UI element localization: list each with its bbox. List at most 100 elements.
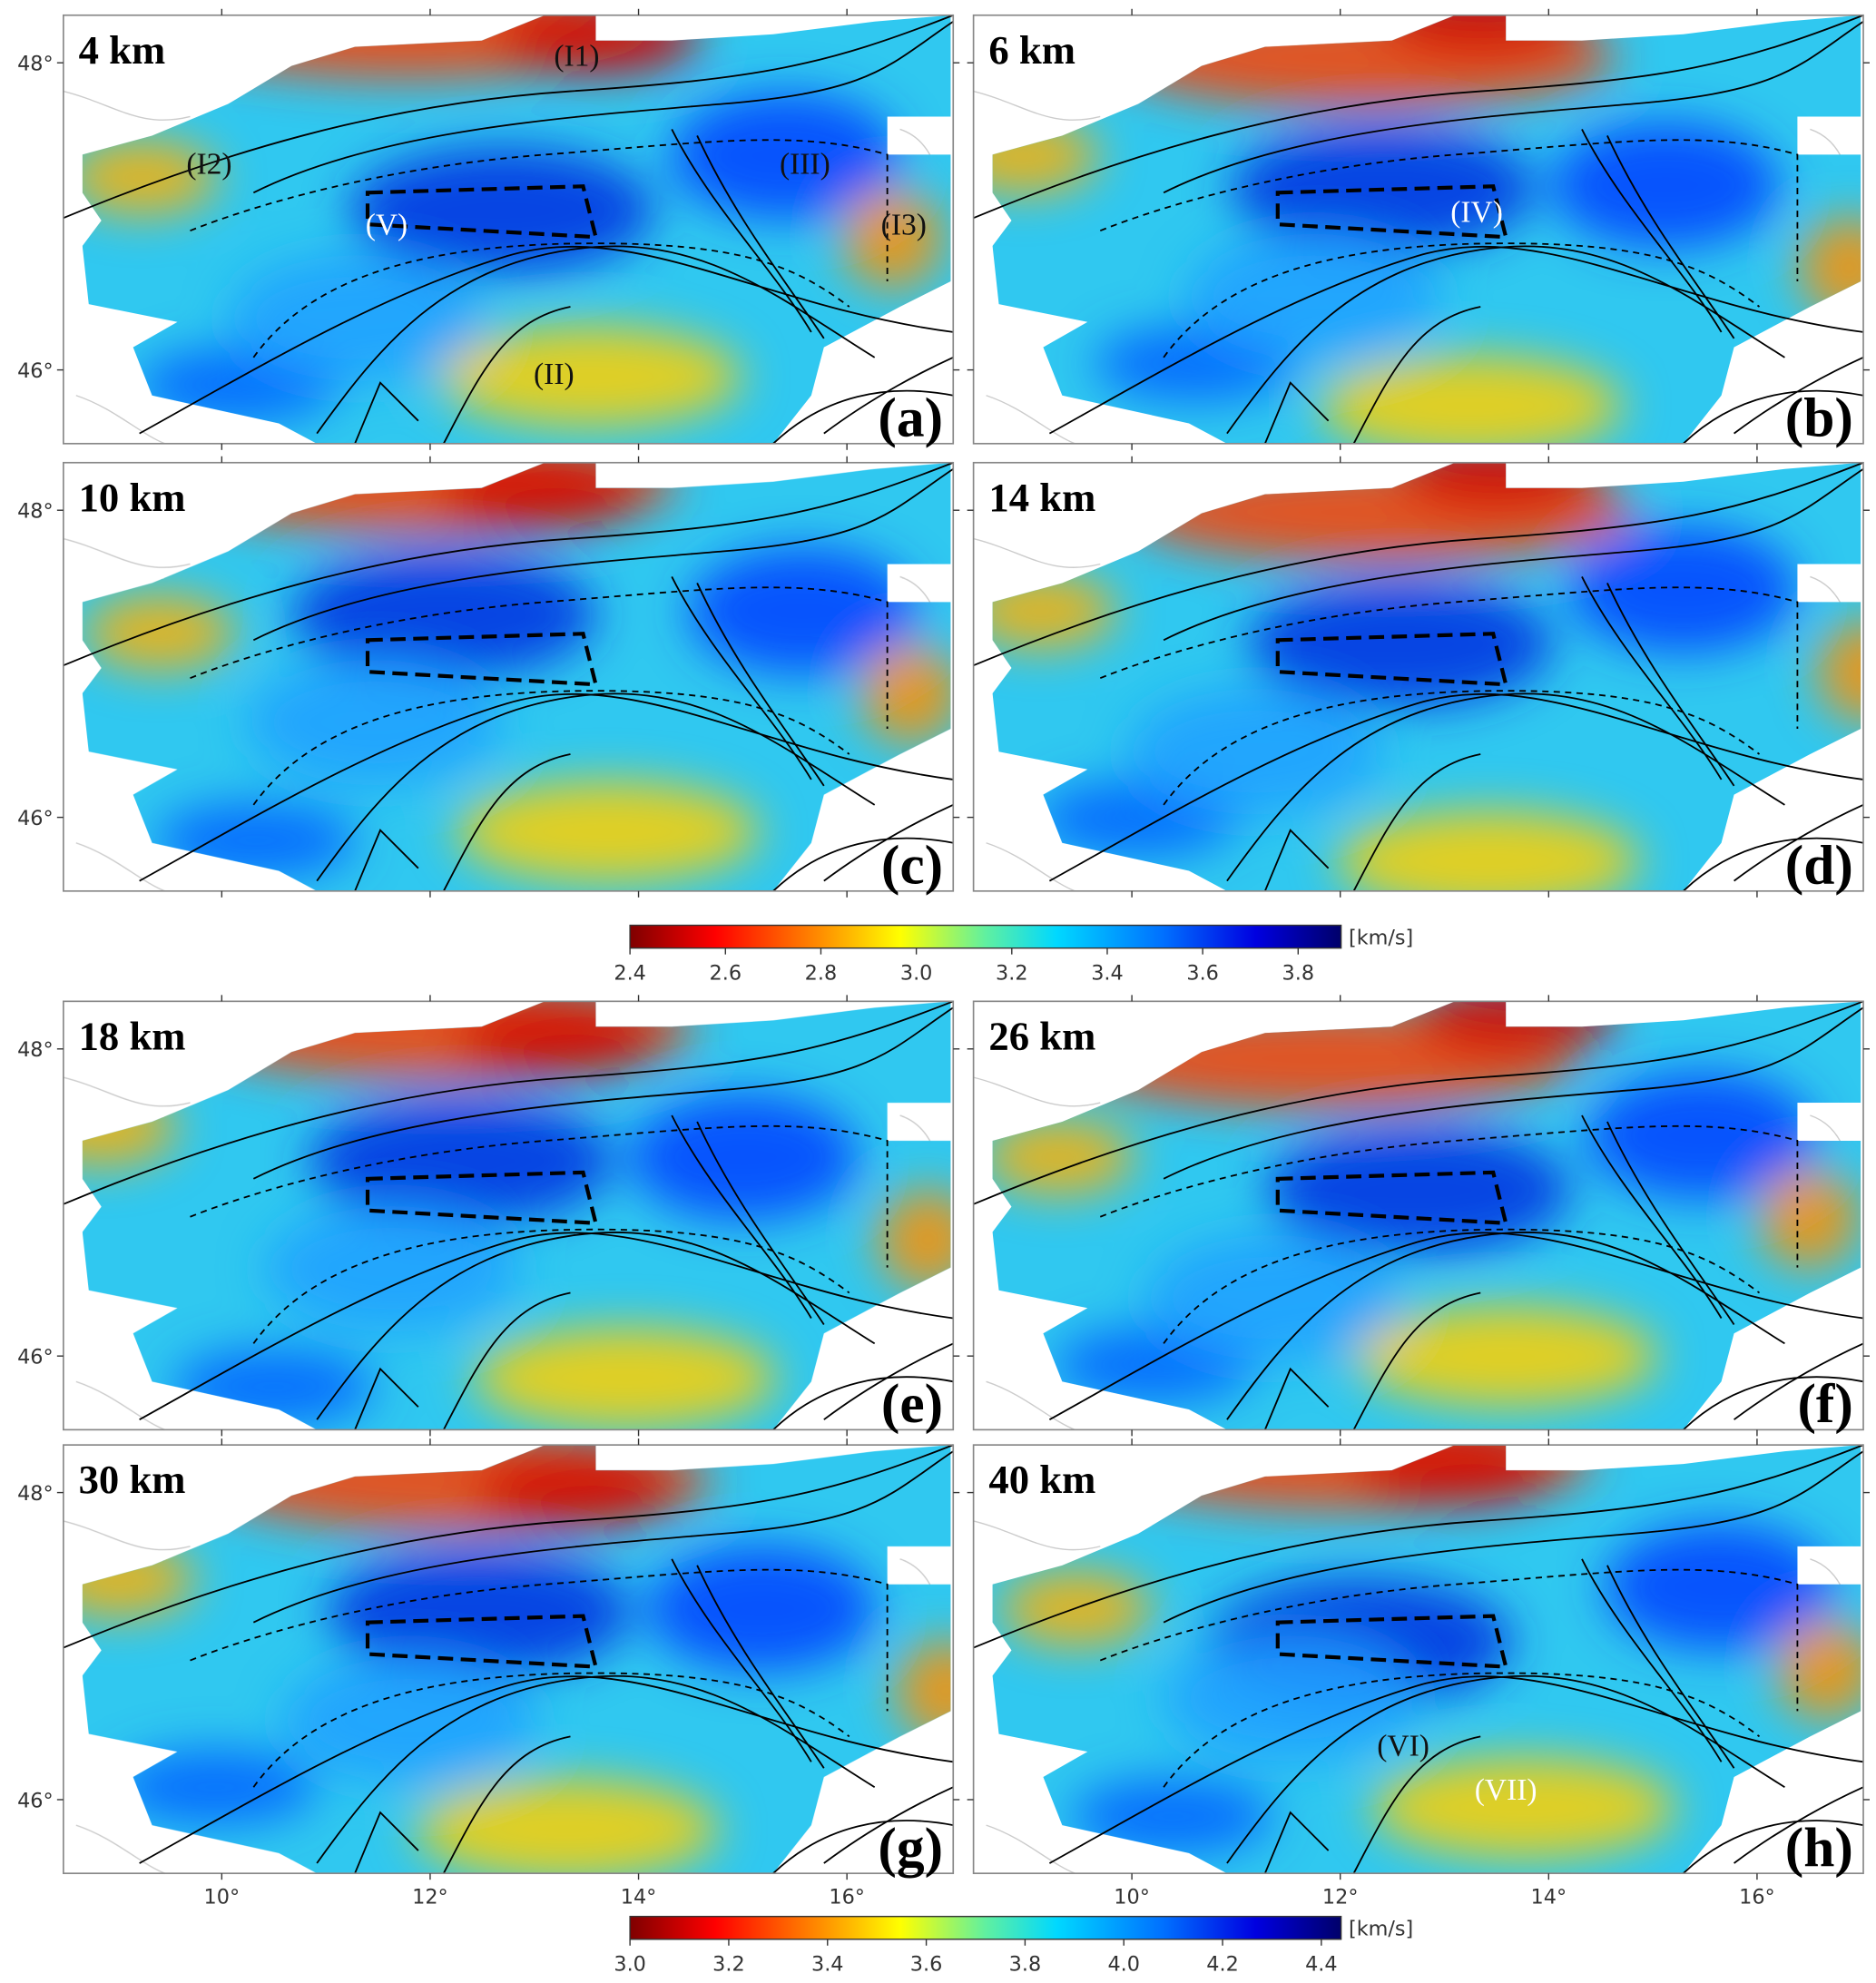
depth-label: 4 km [79,27,166,73]
region-annotation: (VI) [1377,1729,1429,1762]
tectonic-outline [190,1124,889,1268]
y-tick-label: 48° [17,1038,54,1062]
tectonic-outline [1099,1124,1799,1268]
fault [1581,1114,1723,1319]
fault [139,692,954,882]
tectonic-outline [252,1228,850,1344]
tectonic-outline [252,1672,850,1788]
colorbar-gradient [629,924,1342,949]
fault [252,467,954,642]
panel-frame [972,461,1864,892]
fault [1263,381,1330,445]
map-panel: 6 km (b) (IV) [967,8,1871,450]
fault [772,1820,954,1874]
anomaly [1758,1167,1860,1270]
panel-frame [972,1000,1864,1431]
panel-letter: (c) [881,834,943,896]
anomaly [1371,1756,1676,1859]
colorbar-tick-label: 3.4 [1091,962,1124,986]
depth-label: 40 km [988,1457,1095,1502]
anomaly [647,1545,877,1673]
colorbar-tick-label: 3.0 [900,962,933,986]
tectonic-outline [1163,1672,1761,1788]
fault [671,1558,812,1762]
fault [1734,1342,1864,1420]
anomaly [1551,122,1780,249]
anomaly [414,1778,719,1874]
anomaly [992,117,1099,194]
fault [1263,829,1330,892]
fault [1226,692,1785,882]
fault [316,1674,876,1864]
panel-letter: (a) [878,387,943,448]
anomaly [475,1451,679,1527]
fault [973,461,1864,667]
fault [772,837,954,892]
colorbar-tick-label: 4.0 [1107,1953,1140,1977]
fault [139,1232,954,1420]
fault [1683,1376,1864,1431]
map-panel: 10° 12° 14° 16° 40 km (h) (VI) (VII) [967,1438,1871,1909]
x-tick-label: 14° [621,1886,657,1909]
fault [1581,129,1723,333]
anomaly [992,1119,1134,1196]
y-tick-label: 46° [17,1346,54,1369]
fault [63,14,954,220]
anomaly [859,643,951,744]
anomaly [841,187,944,290]
fault [696,583,825,787]
tectonic-outline [1275,632,1508,687]
fault [1226,1232,1785,1420]
colorbar-tick-label: 3.8 [1009,1953,1042,1977]
fault [973,1000,1864,1205]
anomaly [309,1097,614,1225]
anomaly [83,594,236,671]
fault [354,829,419,892]
region-annotation: (V) [366,208,408,241]
region-annotation: (I1) [554,40,599,74]
anomaly [1248,580,1553,708]
fault [1606,1565,1735,1769]
anomaly [877,1189,951,1291]
fault [696,1565,825,1769]
fault [1048,1232,1864,1420]
fault [63,1444,954,1649]
anomaly [1586,1072,1815,1200]
fault [696,135,825,339]
fault [1048,692,1864,882]
anomaly [113,1749,318,1826]
fault [1683,389,1864,445]
colorbar-tick-label: 3.4 [811,1953,844,1977]
depth-label: 26 km [988,1013,1095,1058]
panel-frame [972,14,1864,445]
depth-label: 14 km [988,475,1095,520]
fault [316,1232,876,1420]
fault [63,461,954,667]
tectonic-outline [1099,586,1799,730]
y-tick-label: 46° [17,359,54,383]
tectonic-outline [1275,184,1508,240]
fault [1352,1291,1481,1430]
fault [671,1114,812,1319]
panel-letter: (b) [1785,387,1853,448]
anomaly [264,1205,519,1332]
anomaly [1266,1126,1571,1254]
fault [1683,837,1864,892]
fault [823,357,954,435]
panel-frame [62,1444,955,1875]
colorbar-tick-label: 3.8 [1282,962,1315,986]
panel-letter: (f) [1797,1373,1852,1435]
anomaly [1127,688,1382,816]
anomaly [1164,1635,1418,1762]
region-annotation: (III) [780,147,830,181]
anomaly [1798,216,1861,319]
panel-frame [62,461,955,892]
fault [1163,20,1864,194]
y-tick-label: 48° [17,53,54,76]
depth-label: 18 km [79,1013,186,1058]
fault [1352,753,1481,892]
x-tick-label: 14° [1531,1886,1567,1909]
anomaly [229,254,484,382]
depth-label: 6 km [988,27,1076,73]
fault [1263,1367,1330,1430]
